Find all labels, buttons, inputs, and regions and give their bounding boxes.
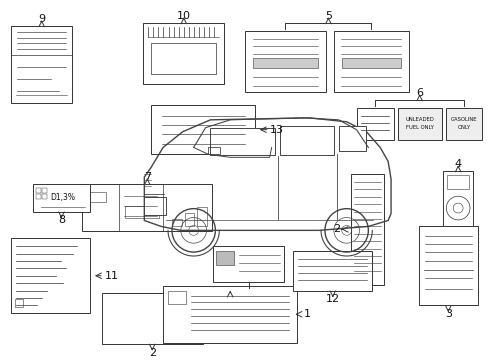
Bar	[446, 108, 481, 140]
Text: 7: 7	[143, 172, 150, 182]
Text: 2: 2	[148, 348, 156, 358]
Bar	[216, 251, 234, 265]
Text: 8: 8	[58, 216, 65, 225]
Bar	[210, 128, 274, 156]
Text: 6: 6	[415, 88, 422, 98]
Text: 4: 4	[454, 159, 461, 169]
Bar	[11, 26, 72, 103]
Bar	[418, 226, 477, 305]
Text: UNLEADED: UNLEADED	[405, 117, 434, 122]
Bar	[41, 194, 46, 199]
Bar	[356, 108, 393, 140]
Bar	[41, 188, 46, 193]
Bar	[333, 31, 408, 92]
Bar	[197, 207, 207, 226]
Bar	[143, 23, 224, 84]
Bar	[447, 175, 468, 189]
Bar	[341, 58, 400, 68]
Text: 12: 12	[325, 294, 339, 305]
Text: FUEL ONLY: FUEL ONLY	[406, 125, 433, 130]
Text: 3: 3	[444, 309, 451, 319]
Bar	[184, 213, 194, 226]
Bar	[168, 291, 185, 305]
Bar	[397, 108, 442, 140]
Bar	[102, 293, 202, 344]
Text: 11: 11	[104, 271, 119, 281]
Text: ONLY: ONLY	[457, 125, 470, 130]
Bar	[151, 43, 216, 75]
Bar	[213, 246, 284, 282]
Text: 5: 5	[324, 11, 331, 21]
Bar	[33, 184, 90, 212]
Text: 2: 2	[332, 224, 340, 234]
Bar	[15, 300, 23, 307]
Bar	[171, 219, 181, 226]
Bar	[338, 126, 366, 152]
Bar	[244, 31, 325, 92]
Bar	[86, 192, 105, 202]
Text: D1,3%: D1,3%	[50, 193, 76, 202]
Bar	[350, 174, 384, 285]
Text: 10: 10	[177, 11, 190, 21]
Bar	[279, 126, 333, 156]
Text: 1: 1	[303, 309, 310, 319]
Bar	[163, 285, 297, 343]
Bar	[36, 194, 41, 199]
Bar	[293, 251, 371, 291]
Text: 13: 13	[269, 125, 283, 135]
Bar	[82, 184, 212, 231]
Bar	[36, 188, 41, 193]
Bar	[252, 58, 317, 68]
Text: 9: 9	[38, 14, 45, 24]
Bar	[11, 238, 90, 313]
Bar	[144, 197, 166, 215]
Bar	[151, 105, 254, 154]
Text: GASOLINE: GASOLINE	[450, 117, 476, 122]
Bar	[125, 206, 159, 217]
Bar	[443, 171, 472, 238]
